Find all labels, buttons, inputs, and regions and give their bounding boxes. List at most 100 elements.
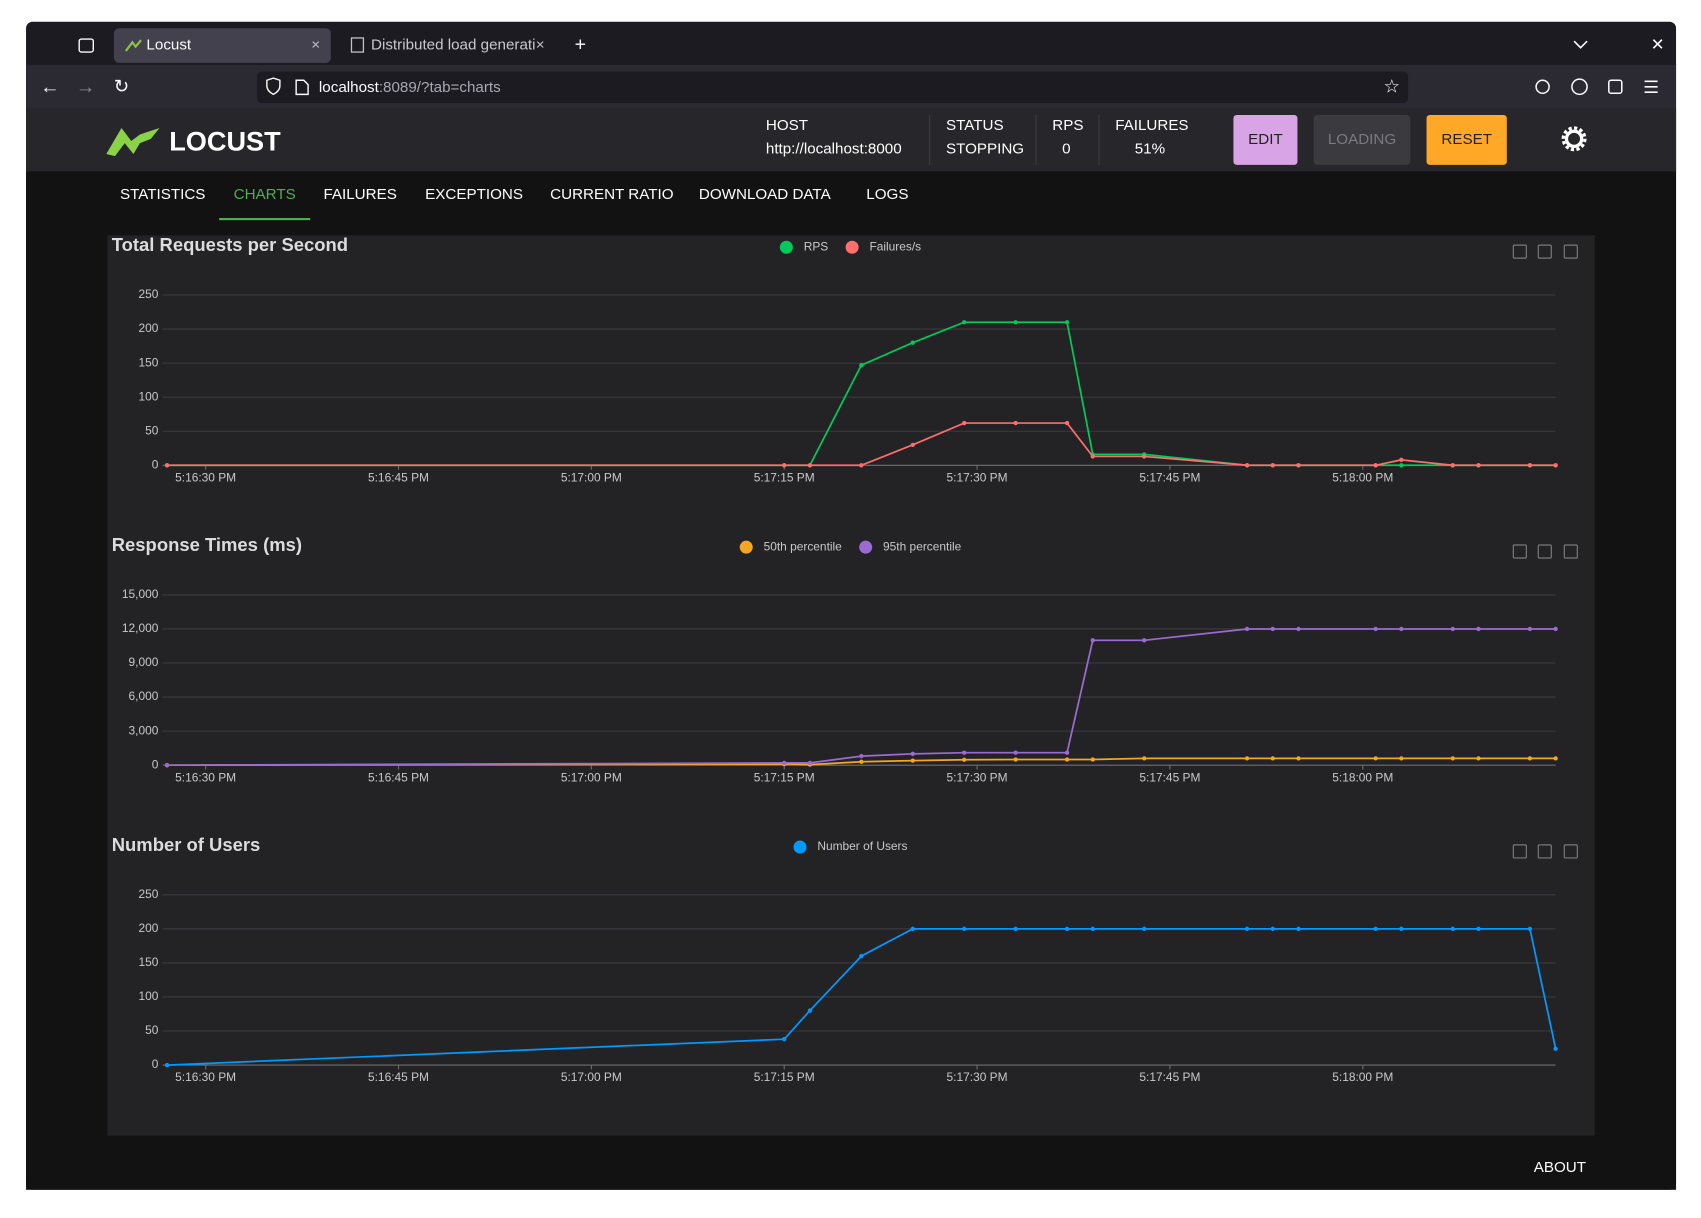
nav-tab[interactable]: STATISTICS [120,186,205,203]
nav-tab[interactable]: DOWNLOAD DATA [699,186,832,203]
nav-tab[interactable]: CHARTS [234,186,296,203]
legend-item[interactable]: Number of Users [793,839,908,854]
theme-toggle[interactable] [1561,126,1587,152]
data-point [1244,926,1250,932]
data-point [962,320,967,325]
data-point [1450,626,1455,632]
legend-item[interactable]: Failures/s [845,239,922,254]
data-point [1450,463,1455,468]
pocket-button[interactable] [1535,79,1550,95]
legend-item[interactable]: 95th percentile [859,539,962,554]
data-point [859,953,864,959]
active-tab[interactable] [113,28,331,63]
about-link[interactable]: ABOUT [1534,1159,1586,1176]
data-point [1527,463,1533,468]
data-point [962,926,967,932]
legend-swatch [845,240,859,254]
y-tick-label: 250 [138,887,158,901]
window-close[interactable]: ✕ [1651,36,1665,54]
data-point [1090,454,1095,459]
data-point [1296,926,1301,932]
chart: Total Requests per Second 0 50 100 150 200 250… [112,234,1578,484]
tracking-shield[interactable] [266,77,281,96]
nav-underline [219,218,311,221]
header-button[interactable] [1233,114,1298,165]
data-point [1553,1046,1558,1051]
data-point [1270,926,1275,932]
charts-panel [107,235,1595,1136]
chart-tool[interactable] [1563,544,1578,559]
nav-tab[interactable]: EXCEPTIONS [425,186,523,203]
header-button[interactable] [1313,114,1411,165]
stat-label: STATUS [946,117,1004,134]
menu-button[interactable] [1644,80,1658,94]
nav-tab[interactable]: CURRENT RATIO [550,186,674,203]
y-tick-label: 100 [138,989,158,1003]
legend-swatch [779,240,793,254]
chart-title: Response Times (ms) [112,534,302,555]
tab-close[interactable]: × [536,37,545,54]
back-button[interactable]: ← [40,76,60,98]
chart: Response Times (ms) 0 3,000 6,000 9,000 12,00… [112,534,1578,784]
header-button-label: RESET [1441,131,1492,148]
data-point [807,1008,813,1013]
chart-tool[interactable] [1563,244,1578,259]
chart-tool[interactable] [1537,844,1552,859]
chart-tool[interactable] [1563,844,1578,859]
data-point [1476,926,1481,932]
chart-tool[interactable] [1512,244,1527,259]
data-point [859,753,864,759]
reload-button[interactable]: ↻ [114,76,129,97]
data-point [962,420,967,426]
nav-tab[interactable]: LOGS [866,186,908,203]
data-point [782,760,787,766]
data-point [1142,638,1147,643]
url-host: localhost [319,79,380,96]
y-tick-label: 250 [138,287,158,301]
page-icon [295,79,309,96]
legend-item[interactable]: 50th percentile [739,539,842,554]
data-point [1064,320,1070,325]
account-button[interactable] [1571,78,1588,96]
nav-tabs: STATISTICS CHARTS FAILURES EXCEPTIONS CURREN… [120,186,908,221]
legend: RPS Failures/s [779,239,922,254]
data-point [1142,926,1147,932]
url-text: localhost:8089/?tab=charts [319,79,501,96]
x-tick-label: 5:16:45 PM [368,470,429,484]
data-point [1090,638,1095,643]
x-tick-label: 5:16:30 PM [175,470,236,484]
forward-button[interactable]: → [76,76,96,98]
x-tick-label: 5:17:00 PM [561,470,622,484]
stat-value: STOPPING [946,141,1024,158]
y-tick-label: 200 [138,921,158,935]
y-tick-label: 6,000 [129,689,159,703]
legend-item[interactable]: RPS [779,239,828,254]
nav-tab[interactable]: FAILURES [323,186,396,203]
extensions-button[interactable] [1608,79,1623,95]
bookmark-star[interactable]: ☆ [1384,76,1401,97]
data-point [1244,463,1250,468]
tab-close[interactable]: × [311,37,320,54]
data-point [164,763,170,768]
x-tick-label: 5:18:00 PM [1332,770,1393,784]
chart-tool[interactable] [1512,844,1527,859]
url-bar[interactable] [257,71,1409,104]
chart-tool[interactable] [1537,544,1552,559]
data-point [1527,626,1533,632]
data-point [1373,756,1378,761]
x-tick-label: 5:17:30 PM [947,770,1008,784]
header-button-label: LOADING [1328,131,1396,148]
tab-title[interactable]: Distributed load generati [371,37,535,54]
chart-tool[interactable] [1537,244,1552,259]
new-tab-button[interactable]: + [575,34,586,56]
data-point [859,463,864,468]
data-point [1270,463,1275,468]
data-point [1270,756,1275,761]
y-tick-label: 12,000 [122,621,159,635]
legend-swatch [859,540,873,554]
header-button[interactable] [1426,114,1507,165]
x-tick-label: 5:17:45 PM [1139,1070,1200,1084]
chart-tool[interactable] [1512,544,1527,559]
x-tick-label: 5:17:15 PM [754,1070,815,1084]
tab-overflow[interactable] [1573,40,1588,49]
